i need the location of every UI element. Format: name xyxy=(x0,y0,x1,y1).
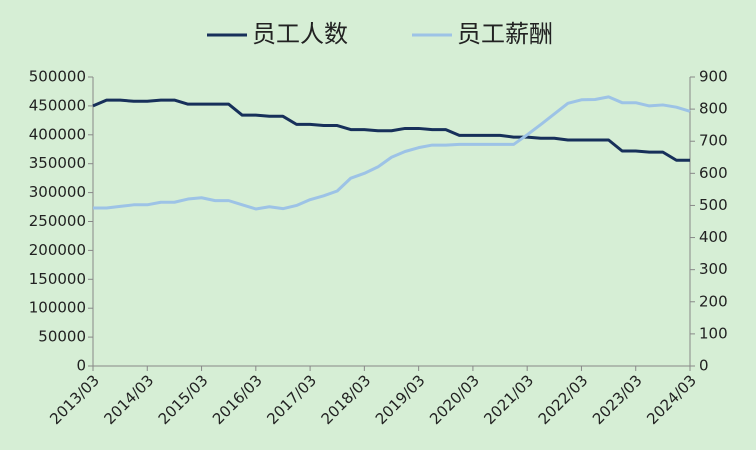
y2-tick-label: 500 xyxy=(699,196,728,214)
x-tick-label: 2018/03 xyxy=(318,371,375,428)
y2-tick-label: 700 xyxy=(699,132,728,150)
series-line xyxy=(93,95,691,211)
x-tick-label: 2017/03 xyxy=(263,371,320,428)
y-tick-label: 200000 xyxy=(29,241,86,259)
x-tick-label: 2015/03 xyxy=(155,371,212,428)
legend-text: 员工人数 xyxy=(252,20,348,48)
x-tick-label: 2023/03 xyxy=(589,371,646,428)
y2-tick-label: 800 xyxy=(699,100,728,118)
y2-tick-label: 0 xyxy=(699,357,709,375)
x-tick-label: 2021/03 xyxy=(480,371,537,428)
series-line xyxy=(92,98,690,162)
y-tick-label: 300000 xyxy=(29,183,86,201)
y-tick-label: 400000 xyxy=(29,125,86,143)
y-tick-label: 450000 xyxy=(29,96,86,114)
y-tick-label: 150000 xyxy=(29,270,86,288)
x-tick-label: 2022/03 xyxy=(535,371,592,428)
x-tick-label: 2024/03 xyxy=(643,371,700,428)
y2-tick-label: 200 xyxy=(699,292,728,310)
legend-text: 员工薪酬 xyxy=(457,20,553,48)
y-tick-label: 100000 xyxy=(29,299,86,317)
y-tick-label: 250000 xyxy=(29,212,86,230)
y-tick-label: 500000 xyxy=(29,68,86,86)
y2-tick-label: 100 xyxy=(699,324,728,342)
x-tick-label: 2019/03 xyxy=(372,371,429,428)
y-tick-label: 50000 xyxy=(38,328,86,346)
x-tick-label: 2020/03 xyxy=(426,371,483,428)
x-tick-label: 2016/03 xyxy=(209,371,266,428)
y2-tick-label: 600 xyxy=(699,164,728,182)
y2-tick-label: 900 xyxy=(699,68,728,86)
y2-tick-label: 300 xyxy=(699,260,728,278)
x-tick-label: 2013/03 xyxy=(46,371,103,428)
y-tick-label: 350000 xyxy=(29,154,86,172)
x-tick-label: 2014/03 xyxy=(100,371,157,428)
y2-tick-label: 400 xyxy=(699,228,728,246)
y-tick-label: 0 xyxy=(76,357,86,375)
